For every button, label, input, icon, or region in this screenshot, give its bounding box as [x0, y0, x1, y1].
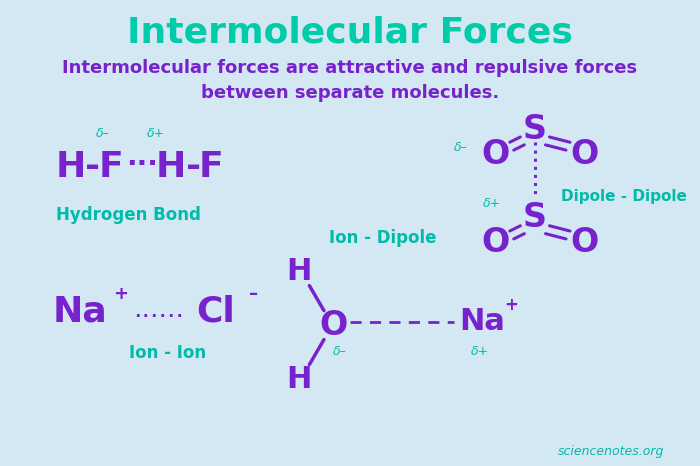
Text: H: H: [286, 364, 312, 393]
Text: δ–: δ–: [333, 345, 346, 358]
Text: Na: Na: [459, 307, 505, 336]
Text: O: O: [481, 137, 510, 171]
Text: ......: ......: [133, 297, 184, 323]
Text: sciencenotes.org: sciencenotes.org: [557, 445, 664, 458]
Text: S: S: [523, 201, 547, 234]
Text: F: F: [99, 150, 123, 184]
Text: Intermolecular Forces: Intermolecular Forces: [127, 15, 573, 49]
Text: O: O: [570, 226, 598, 260]
Text: F: F: [199, 150, 224, 184]
Text: Na: Na: [52, 295, 107, 329]
Text: S: S: [523, 113, 547, 145]
Text: +: +: [504, 296, 518, 315]
Text: H: H: [286, 257, 312, 286]
Text: δ+: δ+: [147, 126, 165, 139]
Text: O: O: [570, 137, 598, 171]
Text: H: H: [55, 150, 86, 184]
Text: +: +: [113, 285, 128, 302]
Text: Intermolecular forces are attractive and repulsive forces
between separate molec: Intermolecular forces are attractive and…: [62, 59, 637, 102]
Text: O: O: [481, 226, 510, 260]
Text: Dipole - Dipole: Dipole - Dipole: [561, 189, 687, 204]
Text: Hydrogen Bond: Hydrogen Bond: [56, 206, 201, 224]
Text: –: –: [249, 285, 258, 302]
Text: Cl: Cl: [196, 295, 235, 329]
Text: O: O: [319, 308, 347, 342]
Text: δ–: δ–: [454, 141, 468, 154]
Text: -: -: [186, 150, 201, 184]
Text: δ+: δ+: [471, 345, 489, 358]
Text: ···: ···: [126, 150, 158, 178]
Text: δ–: δ–: [96, 126, 110, 139]
Text: Ion - Ion: Ion - Ion: [130, 344, 206, 362]
Text: H: H: [156, 150, 186, 184]
Text: -: -: [85, 150, 100, 184]
Text: Ion - Dipole: Ion - Dipole: [329, 229, 437, 247]
Text: δ+: δ+: [483, 197, 501, 210]
